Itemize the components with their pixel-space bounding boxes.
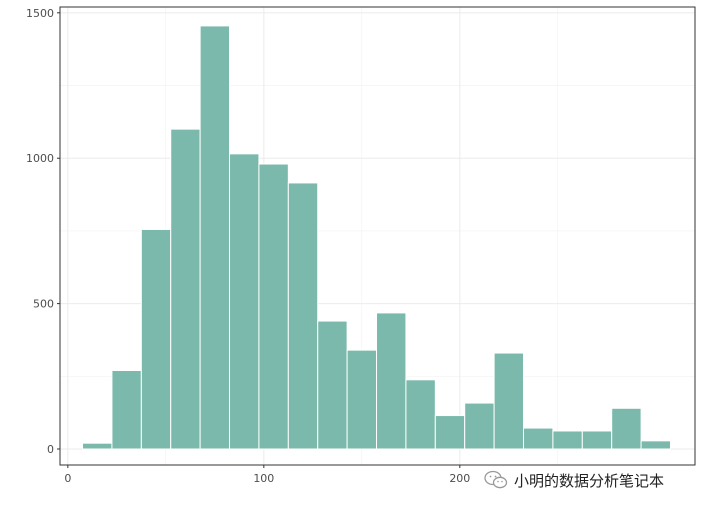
histogram-bar — [229, 153, 260, 450]
histogram-bar — [464, 402, 495, 450]
panel-border — [59, 6, 696, 466]
histogram-bar — [258, 163, 289, 450]
histogram-bar — [552, 430, 583, 450]
histogram-bar — [199, 25, 231, 450]
y-tick-label: 1000 — [26, 152, 54, 165]
histogram-bar — [82, 442, 113, 450]
histogram-bars — [82, 25, 672, 450]
histogram-bar — [493, 352, 525, 450]
y-tick-label: 0 — [47, 443, 54, 456]
x-axis: 0 100 200 — [64, 465, 470, 485]
histogram-bar — [376, 312, 407, 450]
histogram-bar — [317, 320, 348, 450]
y-tick-label: 500 — [33, 298, 54, 311]
histogram-bar — [111, 369, 142, 450]
y-tick-label: 1500 — [26, 7, 54, 20]
histogram-bar — [170, 128, 201, 450]
y-axis: 0 500 1000 1500 — [26, 7, 60, 456]
x-tick-label: 0 — [64, 472, 71, 485]
watermark: 小明的数据分析笔记本 — [480, 468, 669, 492]
watermark-text: 小明的数据分析笔记本 — [514, 471, 665, 490]
x-tick-label: 100 — [253, 472, 274, 485]
histogram-bar — [287, 182, 319, 450]
histogram-bar — [434, 415, 466, 450]
histogram-bar — [405, 379, 436, 450]
histogram-bar — [346, 349, 378, 450]
histogram-bar — [640, 440, 672, 450]
histogram-bar — [523, 427, 554, 450]
wechat-icon — [484, 470, 508, 489]
histogram-bar — [611, 407, 642, 450]
histogram-bar — [581, 430, 613, 450]
x-tick-label: 200 — [449, 472, 470, 485]
histogram-bar — [140, 228, 172, 450]
